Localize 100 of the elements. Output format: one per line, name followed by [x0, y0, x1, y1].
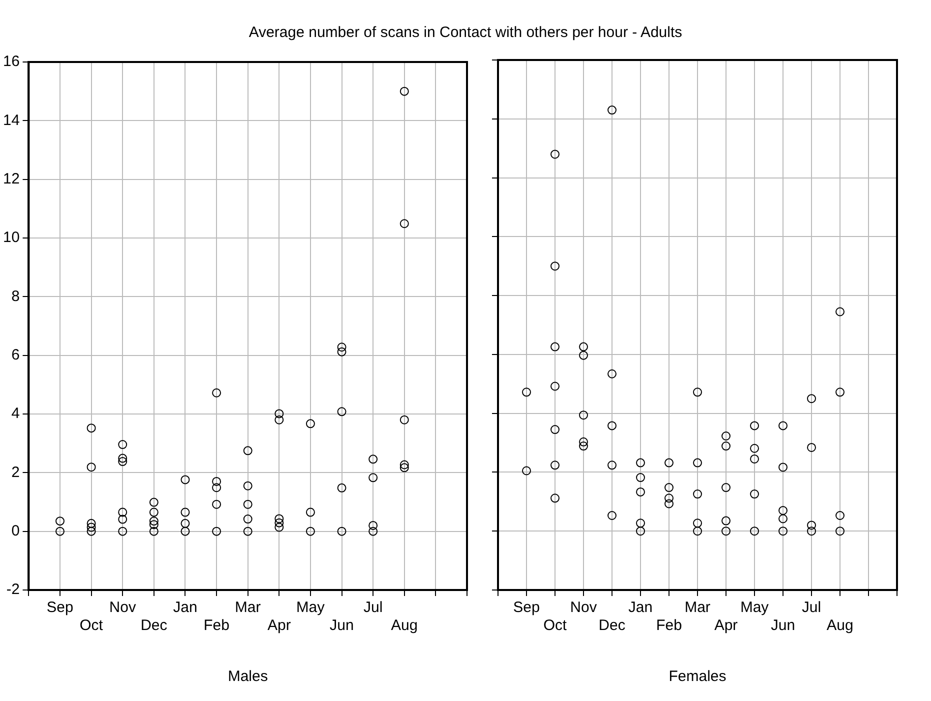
point — [86, 518, 96, 528]
point — [368, 520, 378, 530]
point — [693, 526, 702, 536]
point — [579, 342, 588, 352]
x-tick-label: May — [296, 599, 326, 616]
x-tick-label: Jan — [173, 599, 198, 616]
point — [243, 514, 252, 524]
point — [243, 526, 252, 536]
x-tick-label: Jul — [802, 599, 822, 616]
point — [180, 526, 190, 536]
point — [149, 508, 158, 517]
x-tick-label: Apr — [267, 617, 291, 634]
point — [86, 526, 96, 536]
y-tick-label: 12 — [2, 170, 20, 188]
point — [368, 473, 378, 482]
x-tick-label: Sep — [46, 599, 74, 616]
point — [180, 518, 190, 528]
point — [750, 421, 759, 430]
x-tick-label: Aug — [826, 617, 854, 634]
x-tick-label: Jun — [330, 617, 354, 634]
point — [579, 410, 588, 420]
y-tick-label: 16 — [2, 53, 20, 70]
point — [722, 442, 730, 451]
point — [400, 219, 409, 228]
point — [550, 342, 560, 352]
point — [118, 440, 128, 450]
x-tick-label: Oct — [80, 617, 104, 634]
point — [522, 388, 531, 397]
point — [778, 506, 788, 515]
point — [86, 522, 96, 532]
point — [550, 460, 560, 470]
point — [86, 462, 96, 472]
point — [55, 516, 64, 526]
x-tick-label: Nov — [570, 599, 598, 616]
point — [778, 526, 788, 536]
point — [274, 415, 284, 424]
point — [636, 487, 645, 496]
x-tick-label: Feb — [204, 617, 230, 634]
x-tick-label: Apr — [714, 617, 738, 634]
point — [579, 442, 588, 451]
x-tick-label: Mar — [684, 599, 710, 616]
point — [180, 508, 190, 517]
point — [149, 516, 158, 526]
x-tick-label: May — [740, 599, 770, 616]
point — [636, 458, 645, 468]
x-axis-title: Females — [668, 668, 726, 686]
point — [337, 526, 346, 536]
point — [807, 526, 816, 536]
point — [836, 526, 844, 536]
point — [274, 518, 284, 528]
point — [400, 86, 409, 96]
point — [807, 442, 816, 452]
point — [550, 150, 560, 159]
x-tick-label: Aug — [391, 617, 418, 634]
x-tick-label: Nov — [109, 599, 136, 616]
point — [274, 522, 284, 532]
point — [118, 526, 128, 536]
point — [400, 460, 409, 470]
point — [337, 483, 346, 492]
point — [807, 520, 816, 530]
y-tick-label: -2 — [6, 581, 20, 598]
point — [337, 342, 346, 352]
point — [750, 490, 759, 499]
point — [750, 444, 759, 453]
point — [368, 526, 378, 536]
point — [149, 520, 158, 530]
point — [664, 458, 674, 468]
point — [664, 499, 674, 508]
point — [274, 409, 284, 418]
point — [722, 516, 730, 526]
point — [149, 526, 158, 536]
point — [722, 483, 730, 492]
point — [306, 508, 315, 517]
point — [400, 415, 409, 424]
point — [750, 526, 759, 536]
point — [608, 369, 616, 378]
point — [693, 388, 702, 397]
point — [212, 388, 222, 398]
point — [807, 394, 816, 404]
y-tick-label: 4 — [11, 405, 20, 422]
point — [836, 388, 844, 397]
point — [522, 466, 531, 476]
point — [212, 500, 222, 509]
point — [836, 511, 844, 520]
point — [118, 508, 128, 517]
point — [693, 518, 702, 528]
x-tick-label: Jun — [770, 617, 796, 634]
point — [579, 437, 588, 446]
point — [337, 407, 346, 416]
point — [778, 462, 788, 472]
point — [212, 526, 222, 536]
point — [664, 483, 674, 492]
point — [86, 424, 96, 433]
point — [149, 498, 158, 507]
point — [636, 526, 645, 536]
chart-title: Average number of scans in Contact with others per hour - Adults — [248, 24, 684, 41]
point — [550, 425, 560, 434]
x-axis-title: Males — [228, 668, 268, 686]
point — [608, 421, 616, 430]
y-tick-label: 10 — [2, 229, 20, 246]
